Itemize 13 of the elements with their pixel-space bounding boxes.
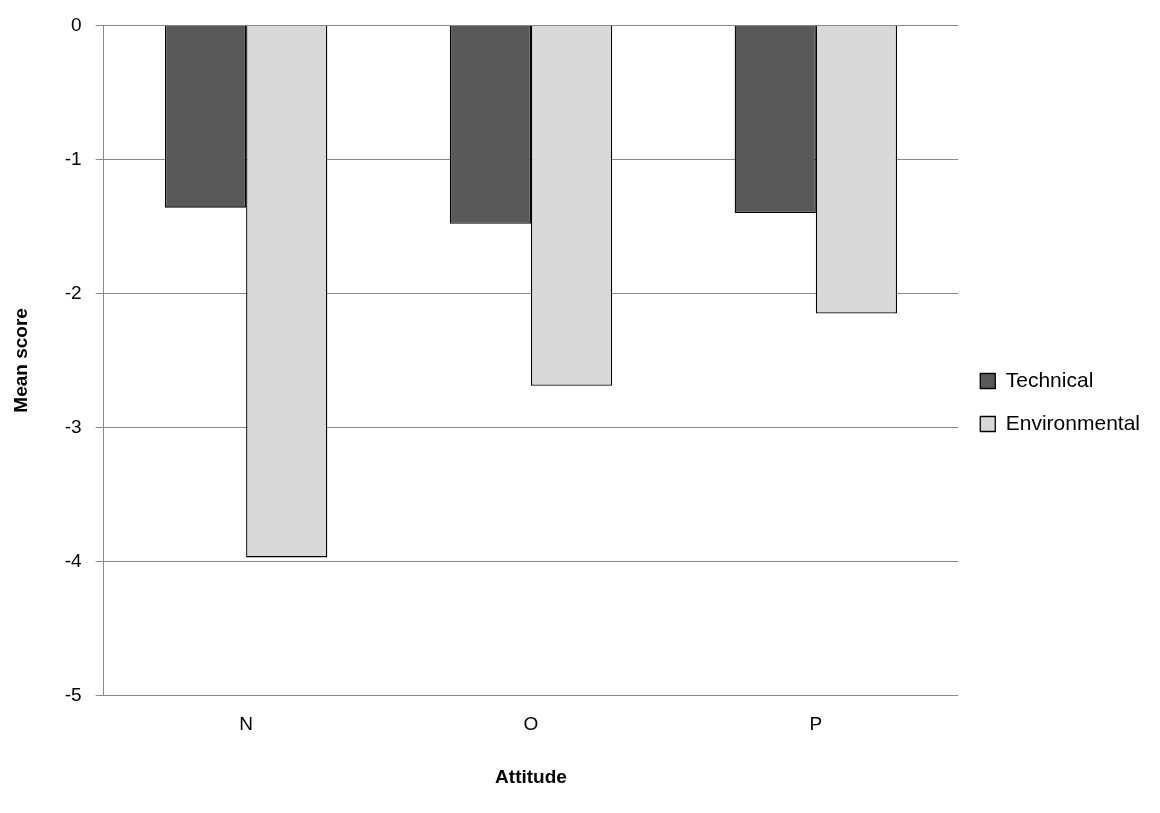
legend-label: Technical <box>1005 367 1094 391</box>
x-tick-label: N <box>239 713 253 735</box>
y-axis-title: Mean score <box>9 308 31 413</box>
y-tick-label: -4 <box>64 549 83 571</box>
y-tick-label: -3 <box>64 415 82 437</box>
y-tick-label: -1 <box>64 147 82 169</box>
legend-label: Environmental <box>1005 410 1140 434</box>
y-tick-label: -5 <box>64 683 82 705</box>
y-tick-label: -2 <box>64 281 82 303</box>
y-tick-label: 0 <box>71 13 82 35</box>
x-axis-title: Attitude <box>495 765 567 787</box>
x-tick-label: P <box>809 713 823 735</box>
x-tick-label: O <box>523 713 539 735</box>
